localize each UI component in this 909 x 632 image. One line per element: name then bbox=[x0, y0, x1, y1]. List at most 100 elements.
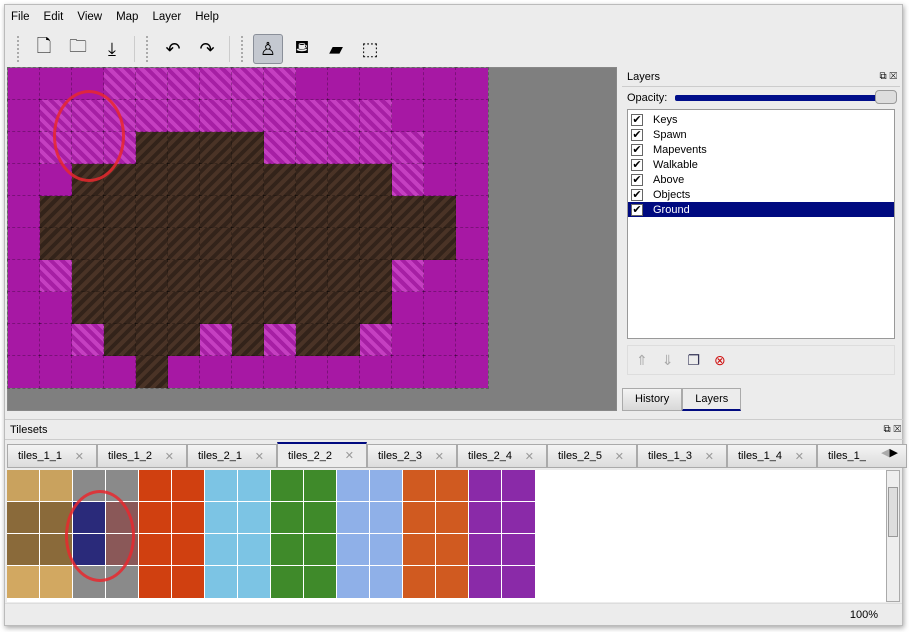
dirt-tile[interactable] bbox=[135, 195, 169, 229]
visibility-checkbox[interactable]: ✔ bbox=[631, 143, 643, 156]
opacity-slider[interactable] bbox=[675, 90, 897, 104]
tile[interactable] bbox=[468, 565, 503, 599]
dirt-tile[interactable] bbox=[327, 227, 361, 261]
layer-item[interactable]: ✔ Walkable bbox=[628, 157, 894, 172]
visibility-checkbox[interactable]: ✔ bbox=[631, 113, 643, 126]
tile[interactable] bbox=[336, 565, 371, 599]
dirt-tile[interactable] bbox=[135, 259, 169, 293]
grass-tile[interactable] bbox=[167, 67, 201, 101]
layer-item[interactable]: ✔ Mapevents bbox=[628, 142, 894, 157]
redo-button[interactable]: ↷ bbox=[192, 34, 222, 64]
tile[interactable] bbox=[501, 565, 536, 599]
dirt-tile[interactable] bbox=[135, 163, 169, 197]
grass-tile[interactable] bbox=[231, 99, 265, 133]
tile[interactable] bbox=[270, 501, 305, 535]
dirt-tile[interactable] bbox=[103, 227, 137, 261]
tileset-tab[interactable]: tiles_2_3 ✕ bbox=[367, 444, 457, 468]
scroll-left-icon[interactable]: ◀ bbox=[881, 447, 890, 459]
tile[interactable] bbox=[303, 501, 338, 535]
dirt-tile[interactable] bbox=[167, 163, 201, 197]
menu-map[interactable]: Map bbox=[116, 11, 139, 23]
tile[interactable] bbox=[138, 501, 173, 535]
tile[interactable] bbox=[204, 565, 239, 599]
dirt-tile[interactable] bbox=[231, 163, 265, 197]
dirt-tile[interactable] bbox=[359, 227, 393, 261]
tile[interactable] bbox=[501, 533, 536, 567]
visibility-checkbox[interactable]: ✔ bbox=[631, 128, 643, 141]
tile[interactable] bbox=[435, 470, 470, 503]
dirt-tile[interactable] bbox=[135, 131, 169, 165]
dirt-tile[interactable] bbox=[231, 259, 265, 293]
dirt-tile[interactable] bbox=[39, 227, 73, 261]
tile[interactable] bbox=[270, 565, 305, 599]
magenta-tile[interactable] bbox=[7, 195, 41, 229]
dirt-tile[interactable] bbox=[423, 195, 457, 229]
magenta-tile[interactable] bbox=[359, 355, 393, 389]
dirt-tile[interactable] bbox=[359, 163, 393, 197]
magenta-tile[interactable] bbox=[391, 67, 425, 101]
menu-edit[interactable]: Edit bbox=[43, 11, 64, 23]
tile[interactable] bbox=[171, 470, 206, 503]
tile[interactable] bbox=[39, 565, 74, 599]
tile[interactable] bbox=[435, 501, 470, 535]
save-button[interactable]: ⤓ bbox=[97, 34, 127, 64]
dirt-tile[interactable] bbox=[103, 195, 137, 229]
dirt-tile[interactable] bbox=[167, 131, 201, 165]
grass-tile[interactable] bbox=[327, 131, 361, 165]
stamp-brush-button[interactable]: ♙ bbox=[253, 34, 283, 64]
dirt-tile[interactable] bbox=[199, 163, 233, 197]
dirt-tile[interactable] bbox=[103, 323, 137, 357]
dirt-tile[interactable] bbox=[295, 163, 329, 197]
tile[interactable] bbox=[402, 565, 437, 599]
menu-layer[interactable]: Layer bbox=[152, 11, 182, 23]
menu-file[interactable]: File bbox=[11, 11, 30, 23]
map-view[interactable] bbox=[7, 67, 617, 411]
grass-tile[interactable] bbox=[103, 67, 137, 101]
tile[interactable] bbox=[39, 470, 74, 503]
visibility-checkbox[interactable]: ✔ bbox=[631, 158, 643, 171]
tile[interactable] bbox=[237, 565, 272, 599]
grass-tile[interactable] bbox=[199, 99, 233, 133]
dirt-tile[interactable] bbox=[167, 291, 201, 325]
grass-tile[interactable] bbox=[295, 99, 329, 133]
grass-tile[interactable] bbox=[199, 67, 233, 101]
magenta-tile[interactable] bbox=[455, 259, 489, 293]
dirt-tile[interactable] bbox=[39, 195, 73, 229]
magenta-tile[interactable] bbox=[455, 291, 489, 325]
magenta-tile[interactable] bbox=[455, 323, 489, 357]
tile[interactable] bbox=[171, 533, 206, 567]
magenta-tile[interactable] bbox=[71, 355, 105, 389]
tab-scroll-arrows[interactable]: ◀▶ bbox=[881, 446, 898, 459]
grass-tile[interactable] bbox=[199, 323, 233, 357]
menu-view[interactable]: View bbox=[77, 11, 103, 23]
grass-tile[interactable] bbox=[39, 259, 73, 293]
toolbar-grip[interactable] bbox=[241, 36, 245, 62]
close-icon[interactable]: ☒ bbox=[893, 424, 901, 435]
visibility-checkbox[interactable]: ✔ bbox=[631, 188, 643, 201]
remove-layer-icon[interactable]: ⊗ bbox=[714, 351, 726, 368]
dirt-tile[interactable] bbox=[263, 291, 297, 325]
tile[interactable] bbox=[369, 470, 404, 503]
layer-item[interactable]: ✔ Spawn bbox=[628, 127, 894, 142]
tileset-tab[interactable]: tiles_1_ bbox=[817, 444, 907, 468]
undo-button[interactable]: ↶ bbox=[158, 34, 188, 64]
dirt-tile[interactable] bbox=[295, 227, 329, 261]
grass-tile[interactable] bbox=[359, 323, 393, 357]
tile[interactable] bbox=[369, 533, 404, 567]
grass-tile[interactable] bbox=[263, 323, 297, 357]
magenta-tile[interactable] bbox=[7, 131, 41, 165]
magenta-tile[interactable] bbox=[391, 323, 425, 357]
grass-tile[interactable] bbox=[263, 131, 297, 165]
dirt-tile[interactable] bbox=[199, 291, 233, 325]
grass-tile[interactable] bbox=[359, 131, 393, 165]
magenta-tile[interactable] bbox=[391, 99, 425, 133]
dirt-tile[interactable] bbox=[327, 163, 361, 197]
magenta-tile[interactable] bbox=[7, 227, 41, 261]
vertical-scrollbar[interactable] bbox=[886, 470, 900, 602]
dirt-tile[interactable] bbox=[391, 195, 425, 229]
magenta-tile[interactable] bbox=[103, 355, 137, 389]
tab-layers[interactable]: Layers bbox=[682, 388, 742, 411]
grass-tile[interactable] bbox=[167, 99, 201, 133]
dirt-tile[interactable] bbox=[263, 227, 297, 261]
tile[interactable] bbox=[369, 565, 404, 599]
